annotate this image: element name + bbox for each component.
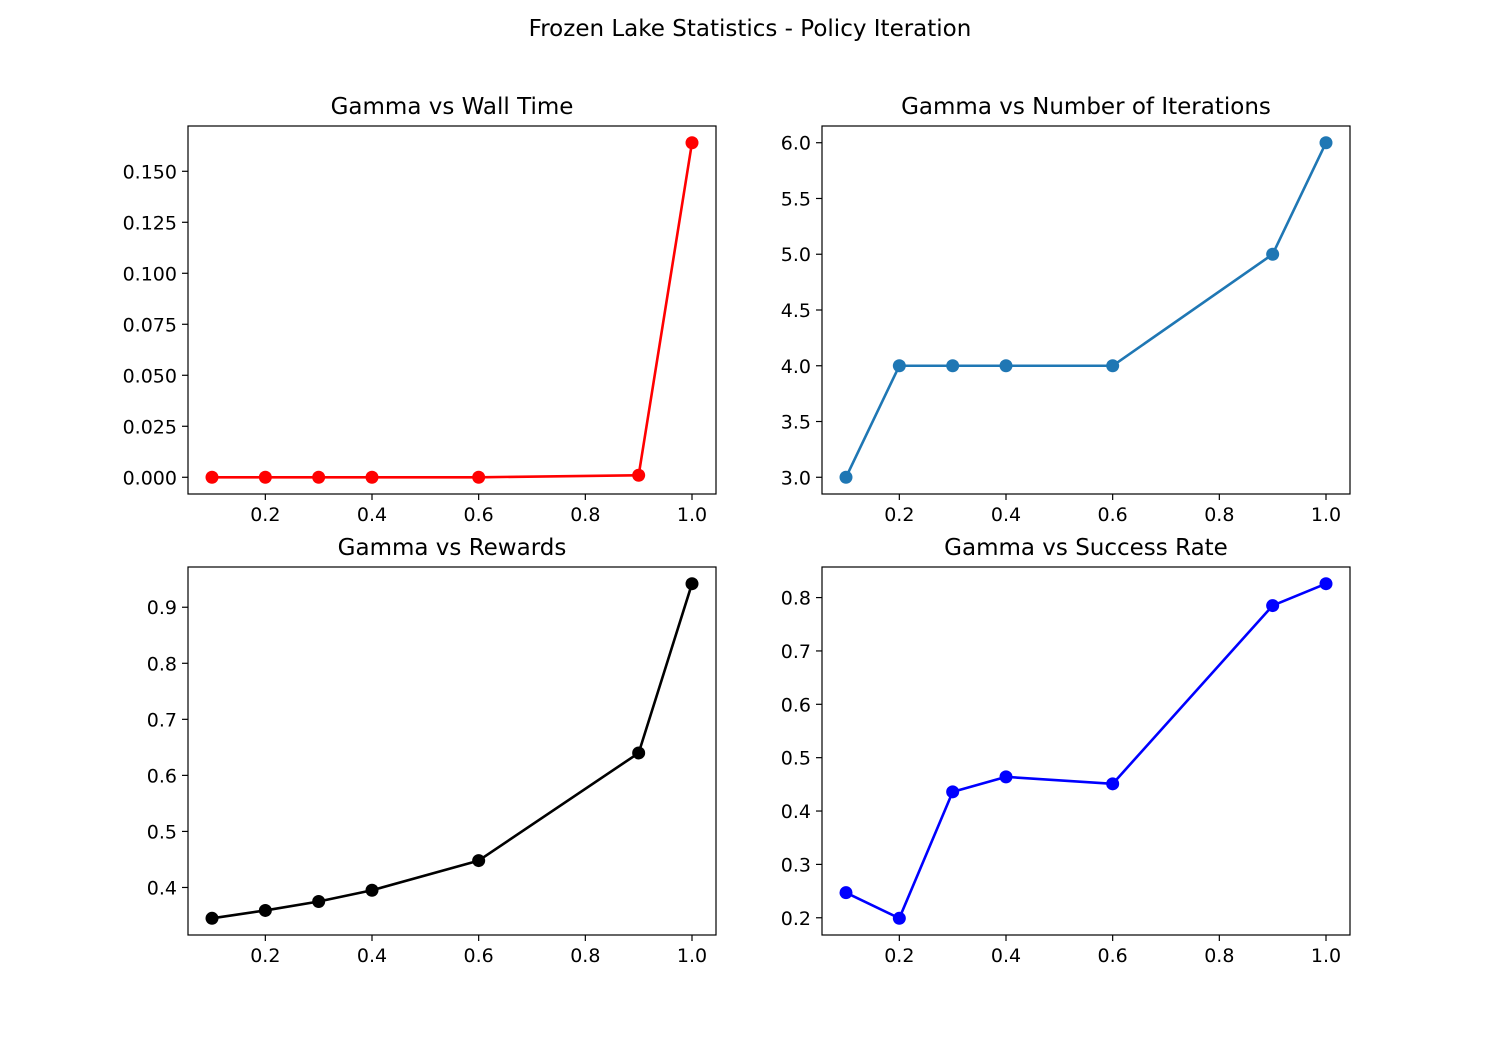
x-tick-label: 0.6 <box>1098 945 1128 967</box>
axes-frame <box>821 125 1351 495</box>
x-tick-label: 0.6 <box>1098 504 1128 526</box>
y-tick-label: 3.5 <box>781 412 811 434</box>
x-tick-label: 0.2 <box>250 945 280 967</box>
data-point <box>839 886 853 900</box>
data-point <box>1319 136 1333 150</box>
data-point <box>1266 599 1280 613</box>
subplot-title: Gamma vs Wall Time <box>331 94 574 120</box>
x-tick-label: 0.4 <box>991 504 1021 526</box>
subplot-success-rate: Gamma vs Success Rate 0.2 0.4 0.6 0.8 1.0 0.2 0… <box>781 535 1351 967</box>
y-tick-label: 0.9 <box>147 597 177 619</box>
x-tick-label: 0.2 <box>884 504 914 526</box>
y-tick-label: 0.8 <box>147 653 177 675</box>
subplot-wall-time: Gamma vs Wall Time 0.2 0.4 0.6 0.8 1.0 0.000 0.… <box>123 94 717 526</box>
data-point <box>632 468 646 482</box>
data-point <box>999 359 1013 373</box>
y-tick-label: 0.125 <box>123 212 177 234</box>
data-point <box>205 911 219 925</box>
axes-frame <box>821 566 1351 936</box>
y-tick-label: 4.0 <box>781 356 811 378</box>
x-tick-label: 0.2 <box>250 504 280 526</box>
y-tick-label: 0.050 <box>123 365 177 387</box>
y-tick-label: 0.025 <box>123 416 177 438</box>
y-tick-label: 0.4 <box>147 877 177 899</box>
y-tick-label: 4.5 <box>781 300 811 322</box>
data-point <box>472 854 486 868</box>
data-point <box>892 359 906 373</box>
x-tick-label: 0.4 <box>991 945 1021 967</box>
x-tick-label: 0.2 <box>884 945 914 967</box>
data-point <box>258 470 272 484</box>
data-point <box>632 746 646 760</box>
x-tick-label: 0.8 <box>570 945 600 967</box>
y-tick-label: 0.6 <box>147 765 177 787</box>
x-tick-label: 0.6 <box>464 504 494 526</box>
y-tick-label: 0.5 <box>147 821 177 843</box>
subplot-title: Gamma vs Number of Iterations <box>901 94 1271 120</box>
data-point <box>258 903 272 917</box>
y-tick-label: 0.3 <box>781 854 811 876</box>
data-point <box>1106 359 1120 373</box>
y-tick-label: 0.6 <box>781 694 811 716</box>
y-tick-label: 0.5 <box>781 748 811 770</box>
x-tick-label: 1.0 <box>1311 945 1341 967</box>
y-tick-label: 0.150 <box>123 161 177 183</box>
subplot-iterations: Gamma vs Number of Iterations 0.2 0.4 0.6 0.… <box>781 94 1351 526</box>
x-tick-label: 0.8 <box>570 504 600 526</box>
data-point <box>946 359 960 373</box>
data-point <box>892 911 906 925</box>
x-tick-label: 1.0 <box>677 945 707 967</box>
data-point <box>999 770 1013 784</box>
subplot-rewards: Gamma vs Rewards 0.2 0.4 0.6 0.8 1.0 0.4 0.5 0.6… <box>147 535 717 967</box>
y-tick-label: 0.100 <box>123 263 177 285</box>
data-point <box>839 470 853 484</box>
data-point <box>312 470 326 484</box>
series-line <box>212 142 694 479</box>
data-point <box>685 577 699 591</box>
series-line <box>211 583 694 920</box>
axes-frame <box>187 566 717 936</box>
figure-suptitle: Frozen Lake Statistics - Policy Iteratio… <box>528 16 972 42</box>
x-tick-label: 0.4 <box>357 945 387 967</box>
y-tick-label: 0.2 <box>781 908 811 930</box>
x-tick-label: 0.8 <box>1204 504 1234 526</box>
data-point <box>1319 577 1333 591</box>
y-tick-label: 3.0 <box>781 467 811 489</box>
data-point <box>1106 777 1120 791</box>
y-tick-label: 6.0 <box>781 133 811 155</box>
y-tick-label: 5.0 <box>781 244 811 266</box>
y-tick-label: 0.075 <box>123 314 177 336</box>
x-tick-label: 0.4 <box>357 504 387 526</box>
data-point <box>365 883 379 897</box>
y-tick-label: 0.7 <box>781 641 811 663</box>
x-tick-label: 0.6 <box>464 945 494 967</box>
y-tick-label: 0.000 <box>123 467 177 489</box>
x-tick-label: 0.8 <box>1204 945 1234 967</box>
data-point <box>365 470 379 484</box>
subplot-title: Gamma vs Success Rate <box>944 535 1228 561</box>
data-point <box>1266 247 1280 261</box>
x-tick-label: 1.0 <box>1311 504 1341 526</box>
subplot-title: Gamma vs Rewards <box>338 535 567 561</box>
y-tick-label: 5.5 <box>781 188 811 210</box>
data-point <box>685 136 699 150</box>
series-line <box>845 582 1327 920</box>
y-tick-label: 0.4 <box>781 801 811 823</box>
data-point <box>205 470 219 484</box>
data-point <box>472 470 486 484</box>
axes-frame <box>187 125 717 495</box>
series-line <box>844 142 1328 478</box>
data-point <box>312 894 326 908</box>
y-tick-label: 0.7 <box>147 709 177 731</box>
data-point <box>946 785 960 799</box>
x-tick-label: 1.0 <box>677 504 707 526</box>
y-tick-label: 0.8 <box>781 588 811 610</box>
